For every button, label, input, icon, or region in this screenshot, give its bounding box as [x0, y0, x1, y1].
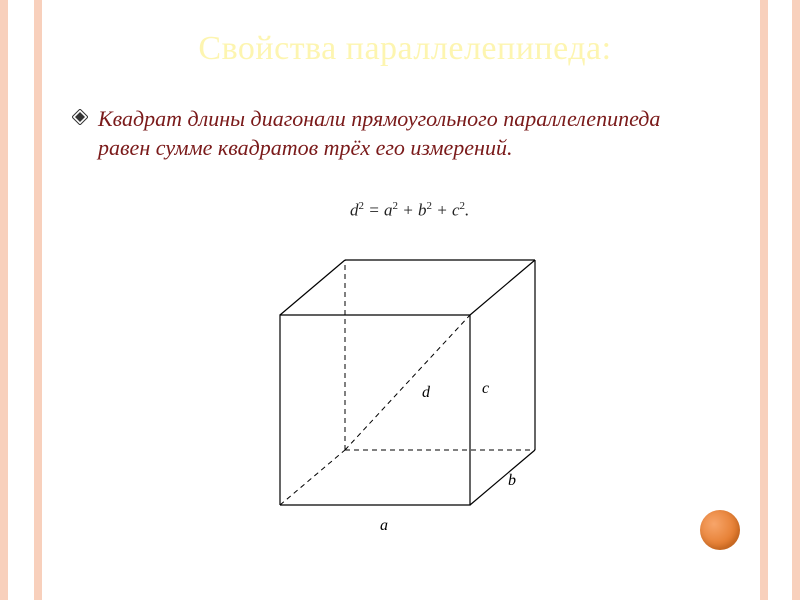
label-b: b: [508, 472, 516, 489]
cuboid-diagram: a b c d: [250, 245, 550, 545]
right-decorative-band: [760, 0, 800, 600]
left-decorative-band: [0, 0, 42, 600]
bullet-text: Квадрат длины диагонали прямоугольного п…: [98, 105, 700, 162]
slide-title: Свойства параллелепипеда:: [70, 30, 740, 68]
label-c: c: [482, 380, 489, 397]
formula-text: d2 = a2 + b2 + c2.: [350, 200, 469, 221]
accent-circle-icon: [700, 510, 740, 550]
label-d: d: [422, 384, 431, 401]
diamond-bullet-icon: [72, 109, 88, 125]
label-a: a: [380, 517, 388, 534]
bullet-item: Квадрат длины диагонали прямоугольного п…: [72, 105, 700, 162]
slide: Свойства параллелепипеда: Квадрат длины …: [0, 0, 800, 600]
